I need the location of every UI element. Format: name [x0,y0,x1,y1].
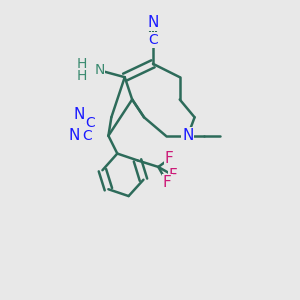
Text: N: N [74,107,85,122]
Text: C: C [82,129,92,143]
Text: N: N [68,128,80,143]
Text: N: N [182,128,194,143]
Text: F: F [165,152,174,166]
Text: F: F [163,175,172,190]
Text: N: N [147,15,159,30]
Text: H: H [77,57,87,71]
Text: F: F [169,168,177,183]
Text: C: C [86,116,95,130]
Text: C: C [148,33,158,47]
Text: N: N [94,63,105,77]
Text: H: H [77,69,87,83]
